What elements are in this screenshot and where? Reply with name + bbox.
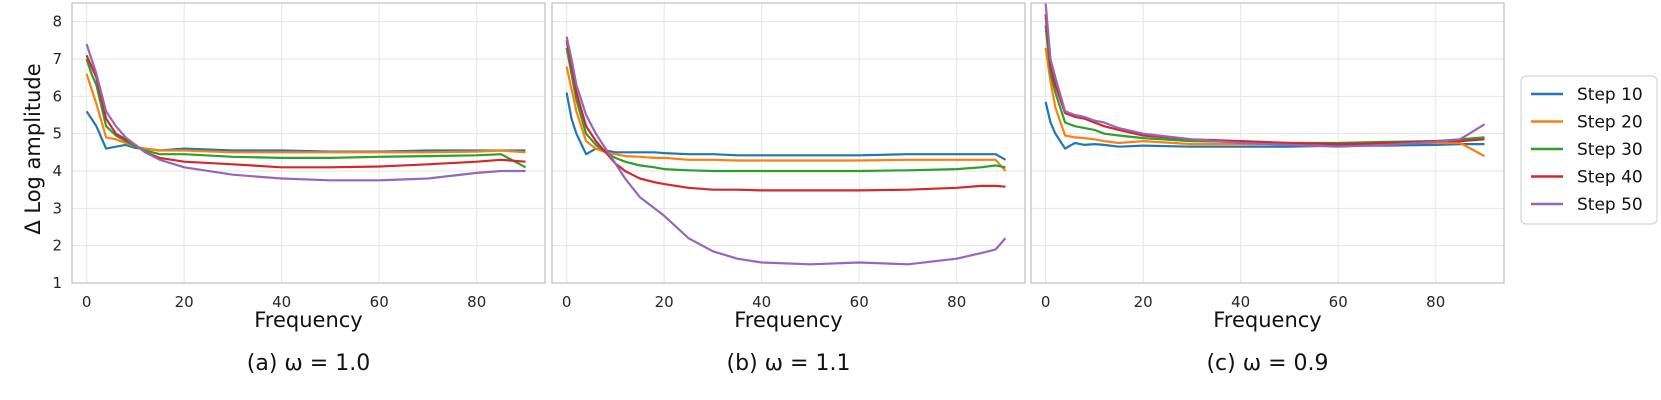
series-line-step-20 <box>1044 47 1486 158</box>
series-line-step-40 <box>85 54 526 169</box>
x-tick-label: 20 <box>175 293 194 311</box>
series-line-step-50 <box>1044 2 1486 148</box>
legend-label: Step 30 <box>1577 140 1643 160</box>
x-tick-label: 80 <box>947 293 966 311</box>
series-line-step-20 <box>85 73 526 154</box>
x-axis-label: Frequency <box>1213 308 1322 332</box>
legend-label: Step 50 <box>1577 195 1643 215</box>
legend-label: Step 10 <box>1577 85 1643 105</box>
panel-caption: (b) ω = 1.1 <box>727 351 851 376</box>
series-line-step-20 <box>565 66 1007 172</box>
legend-label: Step 20 <box>1577 113 1643 133</box>
series-line-step-10 <box>85 110 526 153</box>
x-axis-label: Frequency <box>254 308 363 332</box>
panel-caption: (a) ω = 1.0 <box>247 351 370 376</box>
y-tick-label: 4 <box>52 162 62 180</box>
x-tick-label: 0 <box>562 293 572 311</box>
axes-frame <box>71 2 546 284</box>
series-line-step-10 <box>565 92 1007 161</box>
y-axis-label: Δ Log amplitude <box>21 63 45 234</box>
axes-frame <box>1030 2 1505 284</box>
panel-1: 0 20 40 60 80 1 2 3 4 5 6 7 8 Frequency (a) ω = 1.0 <box>52 2 546 376</box>
x-tick-label: 40 <box>272 293 291 311</box>
y-tick-label: 6 <box>52 87 62 105</box>
legend-box <box>1520 75 1658 225</box>
series-line-step-40 <box>565 40 1006 192</box>
x-tick-label: 0 <box>1041 293 1051 311</box>
panel-2: 0 20 40 60 80 Frequency (b) ω = 1.1 <box>551 2 1026 376</box>
x-tick-label: 40 <box>1231 293 1250 311</box>
series-line-step-50 <box>565 36 1007 266</box>
series-line-step-30 <box>565 47 1006 173</box>
x-tick-label: 80 <box>1426 293 1445 311</box>
x-tick-label: 80 <box>467 293 486 311</box>
y-tick-label: 5 <box>52 125 62 143</box>
panels: 0 20 40 60 80 1 2 3 4 5 6 7 8 Frequency (a) ω = 1.0 0 20… <box>52 2 1505 376</box>
x-tick-label: 60 <box>370 293 389 311</box>
y-tick-label: 8 <box>52 13 62 31</box>
series-line-step-50 <box>85 43 526 182</box>
legend: Step 10 Step 20 Step 30 Step 40 Step 50 <box>1520 75 1658 225</box>
legend-label: Step 40 <box>1577 168 1643 188</box>
x-tick-label: 0 <box>82 293 92 311</box>
y-tick-label: 1 <box>52 274 62 292</box>
panel-3: 0 20 40 60 80 Frequency (c) ω = 0.9 <box>1030 2 1505 376</box>
x-tick-label: 20 <box>1134 293 1153 311</box>
panel-caption: (c) ω = 0.9 <box>1206 351 1328 376</box>
x-tick-label: 40 <box>752 293 771 311</box>
y-tick-label: 7 <box>52 50 62 68</box>
series-line-step-30 <box>85 58 527 169</box>
x-tick-label: 60 <box>1329 293 1348 311</box>
x-axis-label: Frequency <box>734 308 843 332</box>
axes-frame <box>551 2 1026 284</box>
y-tick-label: 3 <box>52 199 62 217</box>
x-tick-label: 60 <box>850 293 869 311</box>
x-tick-label: 20 <box>655 293 674 311</box>
y-tick-label: 2 <box>52 237 62 255</box>
